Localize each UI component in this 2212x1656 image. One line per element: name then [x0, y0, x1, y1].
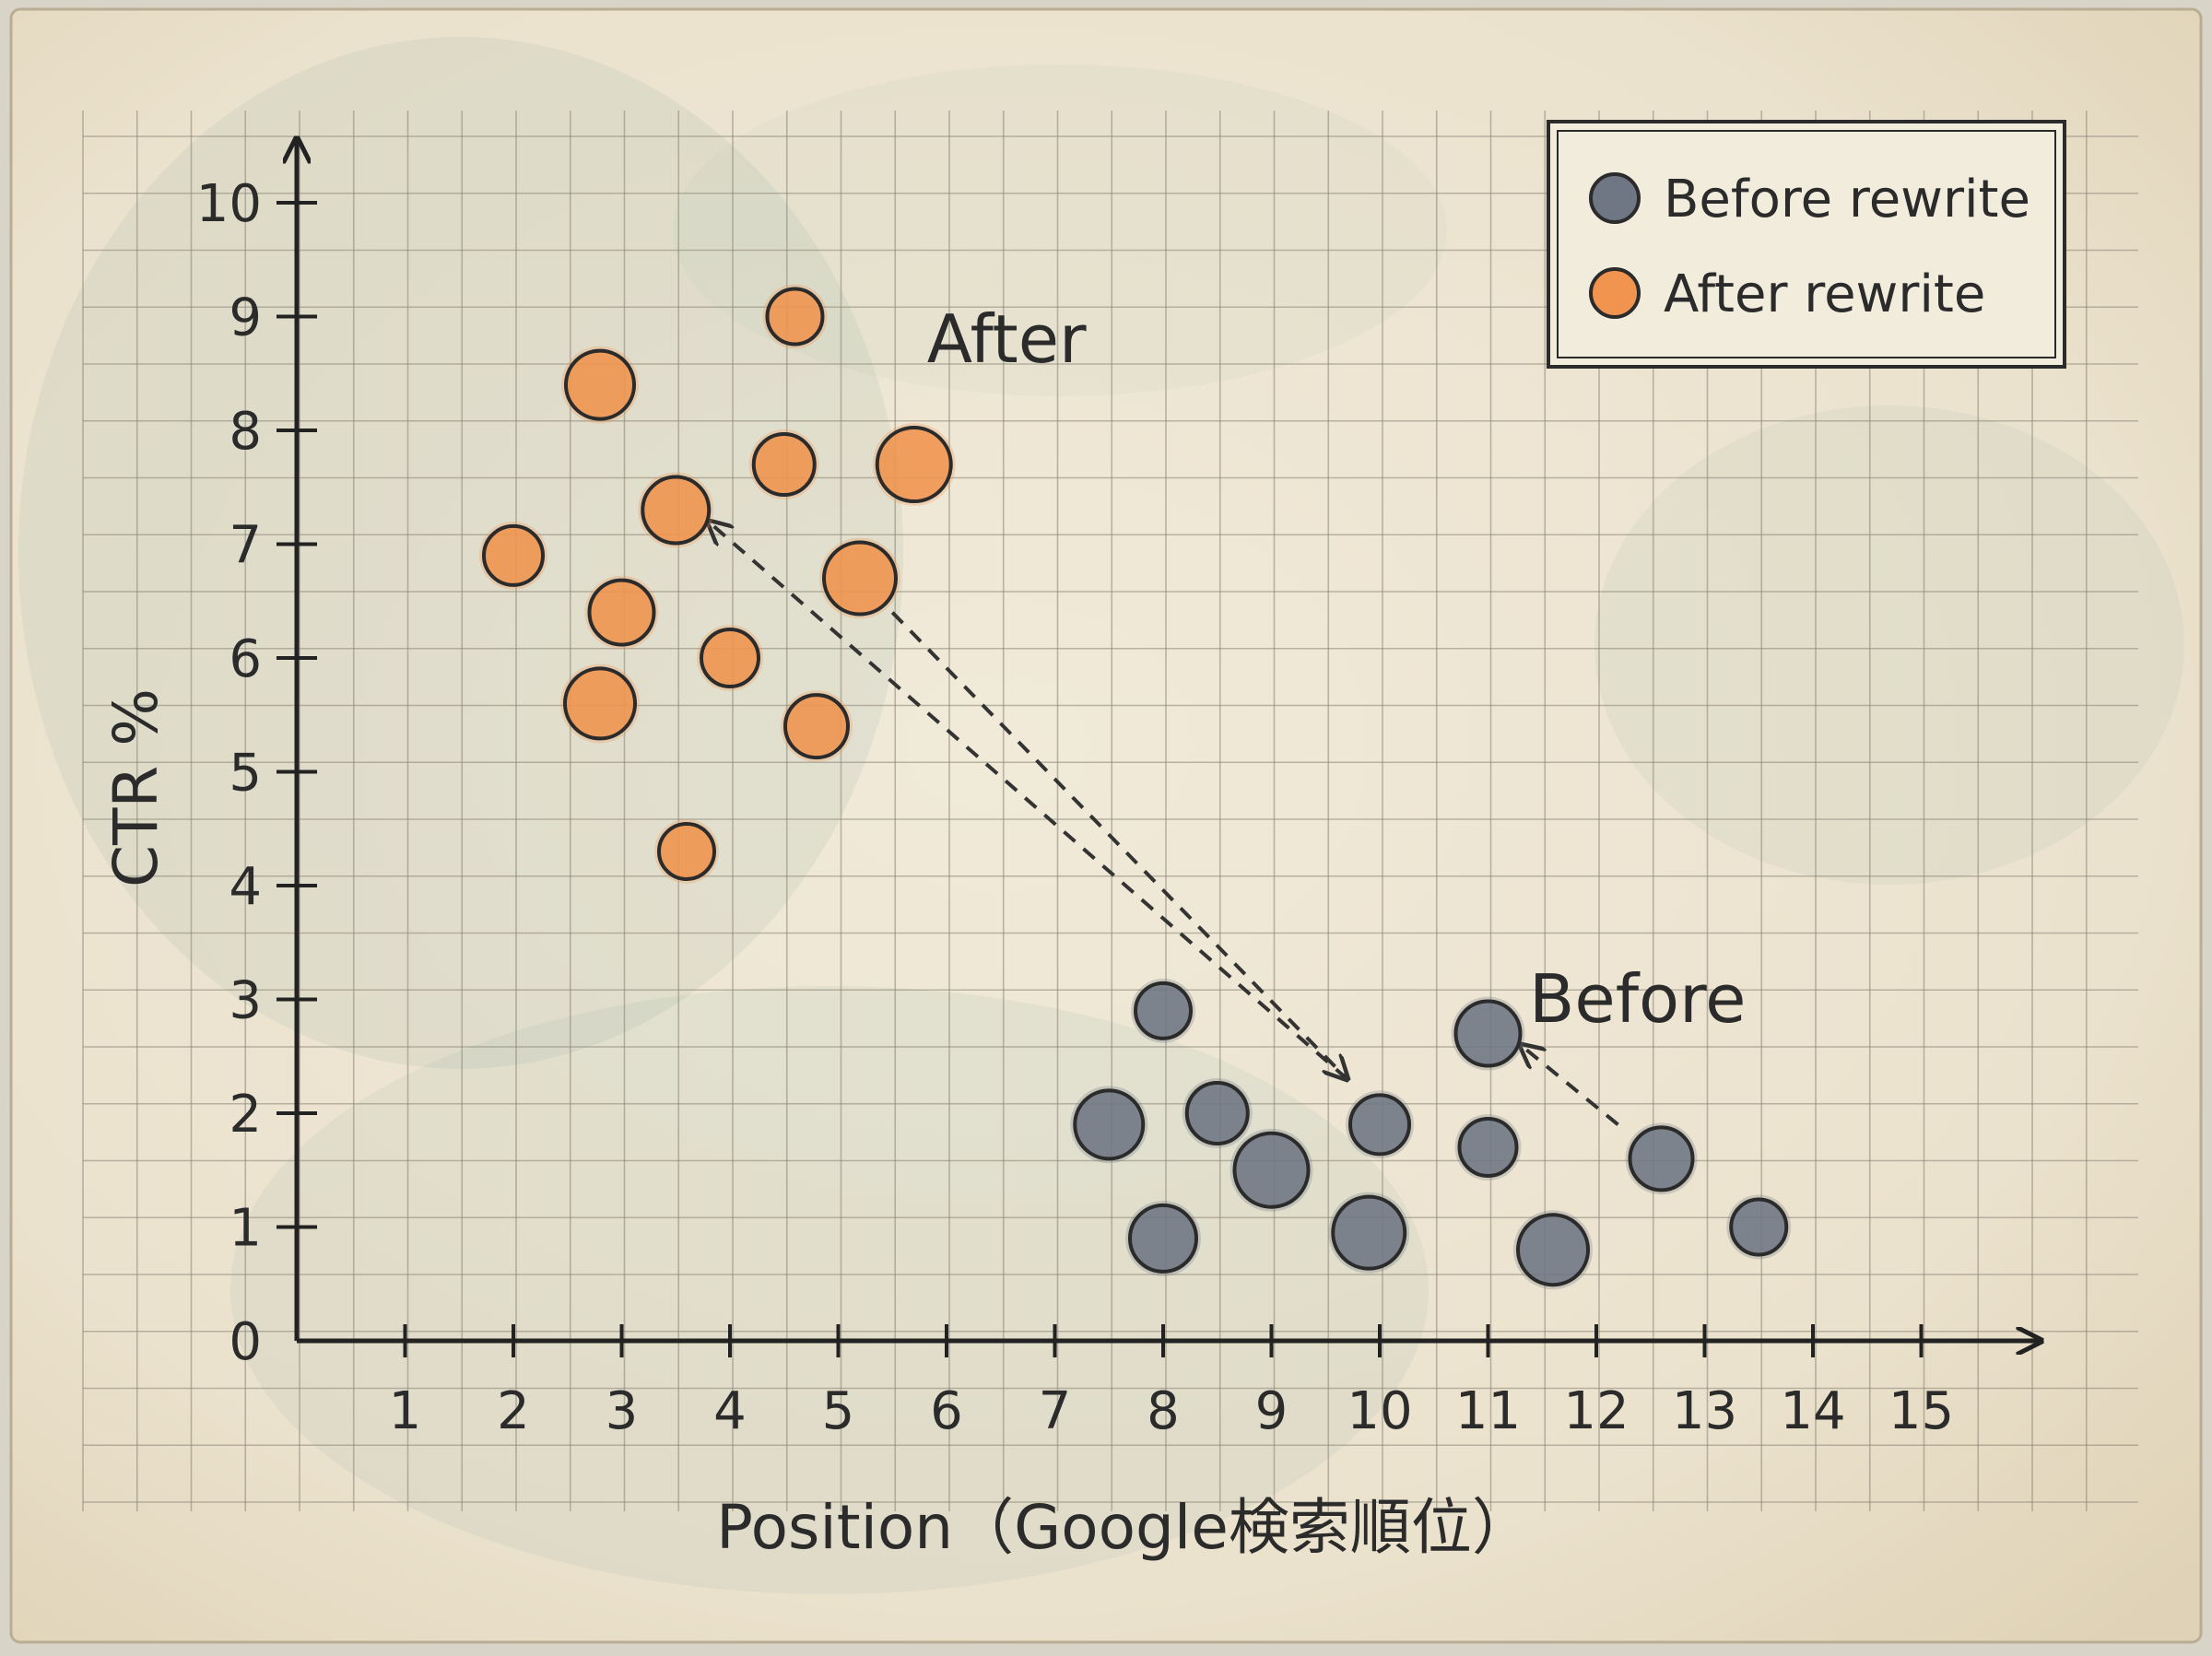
- point-after-rewrite: [765, 287, 825, 346]
- y-tick-label: 3: [229, 971, 262, 1031]
- tick-marks: [276, 201, 1924, 1357]
- dashed-arrow: [1521, 1045, 1619, 1126]
- point-after-rewrite: [657, 821, 716, 881]
- x-tick-label: 6: [930, 1381, 963, 1441]
- x-tick-label: 5: [822, 1381, 855, 1441]
- x-tick-labels: 1 2 3 4 5 6 7 8 9 10 11 12 13 14 15: [389, 1381, 1954, 1441]
- point-before-rewrite: [1073, 1088, 1146, 1161]
- watercolor-wash: [1594, 405, 2184, 885]
- dashed-arrows: [709, 522, 1619, 1126]
- point-after-rewrite: [822, 540, 898, 617]
- annotation-before: Before: [1529, 960, 1746, 1038]
- x-tick-label: 3: [606, 1381, 639, 1441]
- point-before-rewrite: [1184, 1081, 1250, 1145]
- annotation-after: After: [927, 300, 1087, 378]
- data-points: [479, 284, 1792, 1290]
- legend-label-after: After rewrite: [1664, 264, 1985, 324]
- x-tick-label: 7: [1039, 1381, 1072, 1441]
- y-tick-label: 5: [229, 744, 262, 804]
- y-tick-labels: 0 1 2 3 4 5 6 7 8 9 10: [196, 174, 262, 1372]
- x-tick-label: 13: [1672, 1381, 1737, 1441]
- x-tick-label: 8: [1147, 1381, 1180, 1441]
- point-after-rewrite: [587, 578, 656, 647]
- point-before-rewrite: [1516, 1213, 1590, 1287]
- y-tick-label: 10: [196, 174, 262, 234]
- point-before-rewrite: [1128, 1203, 1198, 1274]
- point-after-rewrite: [700, 628, 760, 688]
- x-tick-label: 12: [1563, 1381, 1629, 1441]
- y-tick-label: 9: [229, 288, 262, 348]
- x-tick-label: 2: [497, 1381, 530, 1441]
- x-tick-label: 11: [1455, 1381, 1521, 1441]
- point-after-rewrite: [783, 693, 850, 760]
- watercolor-wash: [673, 65, 1447, 396]
- point-after-rewrite: [563, 666, 637, 741]
- point-after-rewrite: [641, 475, 712, 546]
- point-after-rewrite: [875, 426, 953, 504]
- x-tick-label: 10: [1347, 1381, 1412, 1441]
- point-before-rewrite: [1348, 1093, 1411, 1157]
- point-before-rewrite: [1628, 1125, 1695, 1192]
- y-tick-label: 7: [229, 516, 262, 576]
- point-before-rewrite: [1232, 1131, 1311, 1209]
- legend-swatch-after: [1589, 267, 1641, 319]
- dashed-arrow: [709, 522, 1349, 1081]
- y-tick-label: 6: [229, 629, 262, 689]
- x-tick-label: 15: [1888, 1381, 1954, 1441]
- point-before-rewrite: [1729, 1197, 1789, 1257]
- legend: Before rewrite After rewrite: [1547, 120, 2066, 369]
- x-tick-label: 4: [713, 1381, 747, 1441]
- legend-box-inner: [1557, 130, 2056, 358]
- point-before-rewrite: [1453, 999, 1523, 1068]
- point-after-rewrite: [564, 348, 636, 421]
- dashed-arrow: [890, 611, 1347, 1079]
- axes: [297, 138, 2041, 1341]
- y-tick-label: 8: [229, 402, 262, 462]
- y-tick-label: 0: [229, 1312, 262, 1372]
- y-tick-label: 1: [229, 1199, 262, 1259]
- point-before-rewrite: [1331, 1194, 1407, 1271]
- point-after-rewrite: [751, 432, 817, 498]
- legend-box: [1547, 120, 2066, 369]
- y-axis-title: CTR %: [100, 688, 171, 887]
- point-after-rewrite: [482, 523, 545, 587]
- y-tick-label: 4: [229, 857, 262, 917]
- point-before-rewrite: [1134, 981, 1193, 1040]
- x-axis-title: Position（Google検索順位）: [716, 1492, 1533, 1563]
- watercolor-wash: [18, 37, 903, 1069]
- y-tick-label: 2: [229, 1085, 262, 1145]
- legend-swatch-before: [1589, 172, 1641, 224]
- point-before-rewrite: [1457, 1117, 1519, 1179]
- legend-label-before: Before rewrite: [1664, 170, 2030, 229]
- x-tick-label: 9: [1255, 1381, 1288, 1441]
- x-tick-label: 1: [389, 1381, 422, 1441]
- x-tick-label: 14: [1780, 1381, 1845, 1441]
